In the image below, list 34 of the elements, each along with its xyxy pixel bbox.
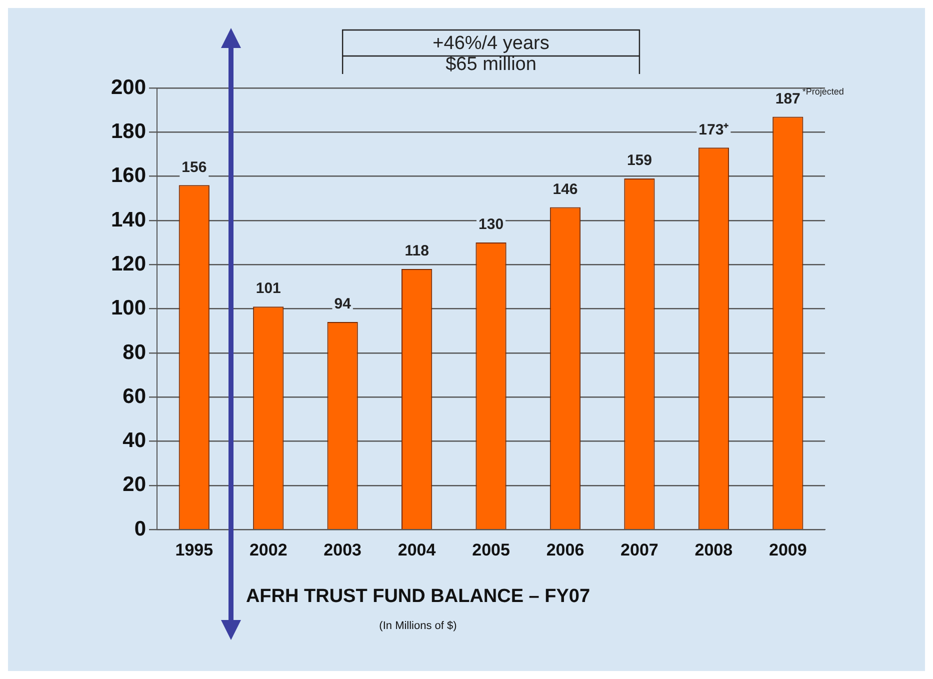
data-label: 101 xyxy=(256,280,281,298)
x-tick-label: 2002 xyxy=(249,540,288,560)
y-tick-label: 200 xyxy=(110,76,146,99)
y-tick-label: 20 xyxy=(122,473,146,496)
y-tick-label: 120 xyxy=(110,252,146,276)
data-label: 159 xyxy=(626,152,652,170)
text: +46%/4 years xyxy=(432,33,550,54)
text: (In Millions of $) xyxy=(378,620,458,632)
x-tick-label: 2004 xyxy=(398,540,436,560)
x-tick-label: 2007 xyxy=(620,540,658,560)
y-tick-label: 180 xyxy=(110,120,146,143)
x-tick-label: 1995 xyxy=(175,540,214,560)
y-tick-label: 40 xyxy=(122,429,146,452)
y-tick-label: 140 xyxy=(110,208,146,232)
data-label: 130 xyxy=(478,216,504,234)
x-tick-label: 2003 xyxy=(324,540,362,560)
data-label: 156 xyxy=(182,158,207,176)
x-tick-label: 2006 xyxy=(546,540,584,560)
annotation: *Projected xyxy=(802,86,844,97)
y-tick-label: 60 xyxy=(122,384,146,408)
data-label: 94 xyxy=(334,296,352,313)
x-tick-label: 2005 xyxy=(472,540,510,560)
y-tick-label: 100 xyxy=(110,296,146,320)
text: $65 million xyxy=(446,54,536,76)
x-tick-label: 2009 xyxy=(768,540,807,560)
text: AFRH TRUST FUND BALANCE – FY07 xyxy=(244,586,592,608)
y-tick-label: 80 xyxy=(122,340,146,364)
data-label: 187 xyxy=(775,90,800,108)
data-label: 118 xyxy=(404,242,429,260)
y-tick-label: 0 xyxy=(134,517,146,540)
y-tick-label: 160 xyxy=(110,164,146,188)
x-tick-label: 2008 xyxy=(694,540,733,560)
data-label: 173⁺ xyxy=(698,121,729,138)
data-label: 146 xyxy=(552,180,578,198)
